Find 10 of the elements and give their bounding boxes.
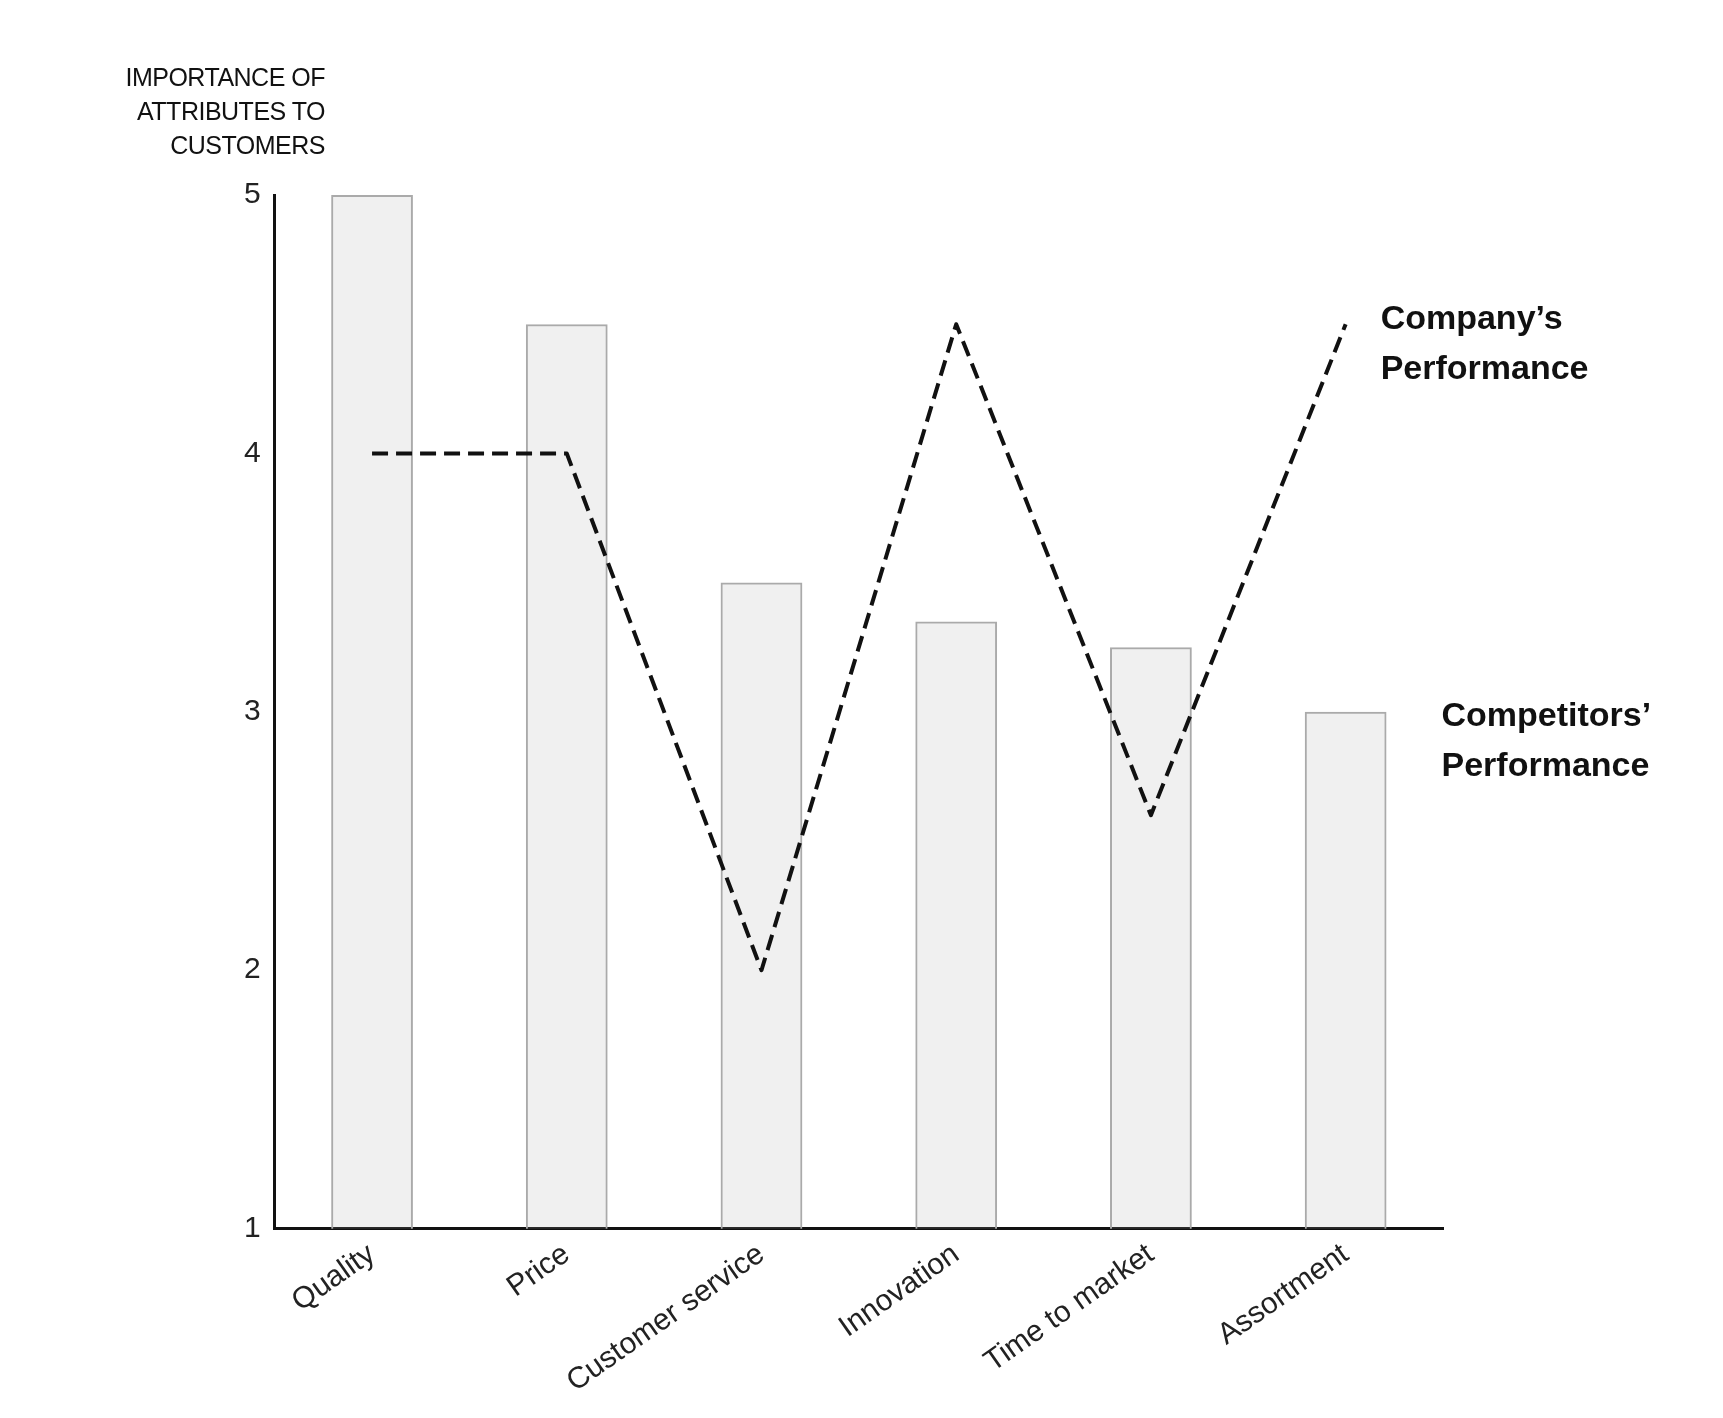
- series-label: Competitors’ Performance: [1441, 695, 1652, 784]
- y-tick-label: 4: [244, 434, 261, 468]
- y-axis-title: IMPORTANCE OF ATTRIBUTES TO CUSTOMERS: [124, 62, 325, 161]
- y-tick-label: 2: [244, 951, 261, 985]
- x-tick-label: Price: [500, 1236, 575, 1303]
- y-tick-label: 5: [244, 176, 261, 210]
- series-label: Company’s Performance: [1380, 297, 1589, 386]
- y-tick-label: 3: [244, 693, 261, 727]
- y-tick-label: 1: [244, 1209, 261, 1243]
- line-series: [370, 322, 1348, 973]
